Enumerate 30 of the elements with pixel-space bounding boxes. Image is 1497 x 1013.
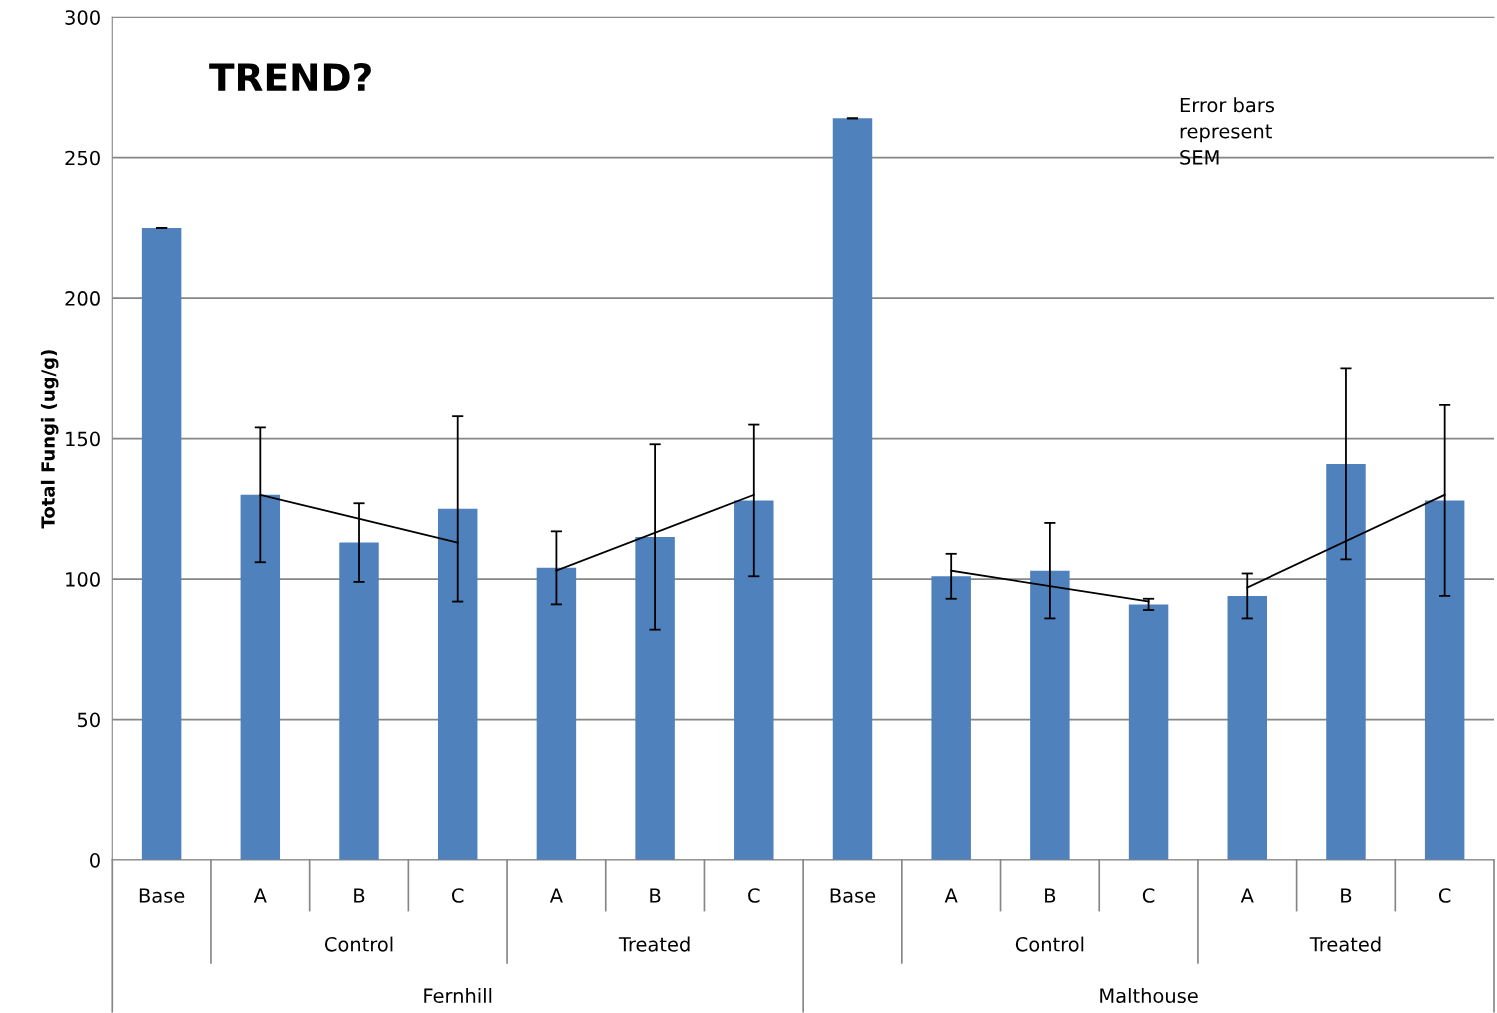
annotation: Error bars represent SEM <box>1180 97 1274 165</box>
y-axis-title: Total Fungi (ug/g) <box>40 350 59 529</box>
y-tick-label: 100 <box>66 572 100 587</box>
text: Control <box>324 936 393 952</box>
text: Malthouse <box>1100 988 1198 1004</box>
x-tick-label: A <box>549 888 563 903</box>
y-tick-label: 200 <box>65 291 100 306</box>
text: Treated <box>618 936 690 952</box>
x-tick-label: Base <box>139 888 185 903</box>
x-tick-label: A <box>253 888 267 903</box>
text: Treated <box>1309 936 1381 952</box>
x-tick-label: B <box>354 888 365 903</box>
y-tick-label: 300 <box>65 10 100 25</box>
text: Fernhill <box>424 988 492 1004</box>
text: Control <box>1015 936 1084 952</box>
x-tick-label: C <box>748 888 760 903</box>
y-tick-label: 0 <box>90 852 100 868</box>
y-tick-label: 150 <box>66 431 100 447</box>
y-tick-label: 50 <box>77 712 100 728</box>
x-tick-label: C <box>1142 888 1155 903</box>
y-tick-label: 250 <box>65 150 100 166</box>
x-tick-label: B <box>1045 888 1056 903</box>
x-tick-label: Base <box>830 888 876 903</box>
x-tick-label: B <box>1341 888 1352 903</box>
x-tick-label: C <box>452 888 464 903</box>
x-tick-label: A <box>1240 888 1254 903</box>
x-tick-label: B <box>650 888 661 903</box>
x-tick-label: C <box>1438 888 1451 903</box>
x-tick-label: A <box>944 888 958 903</box>
text: TREND? <box>209 62 371 91</box>
